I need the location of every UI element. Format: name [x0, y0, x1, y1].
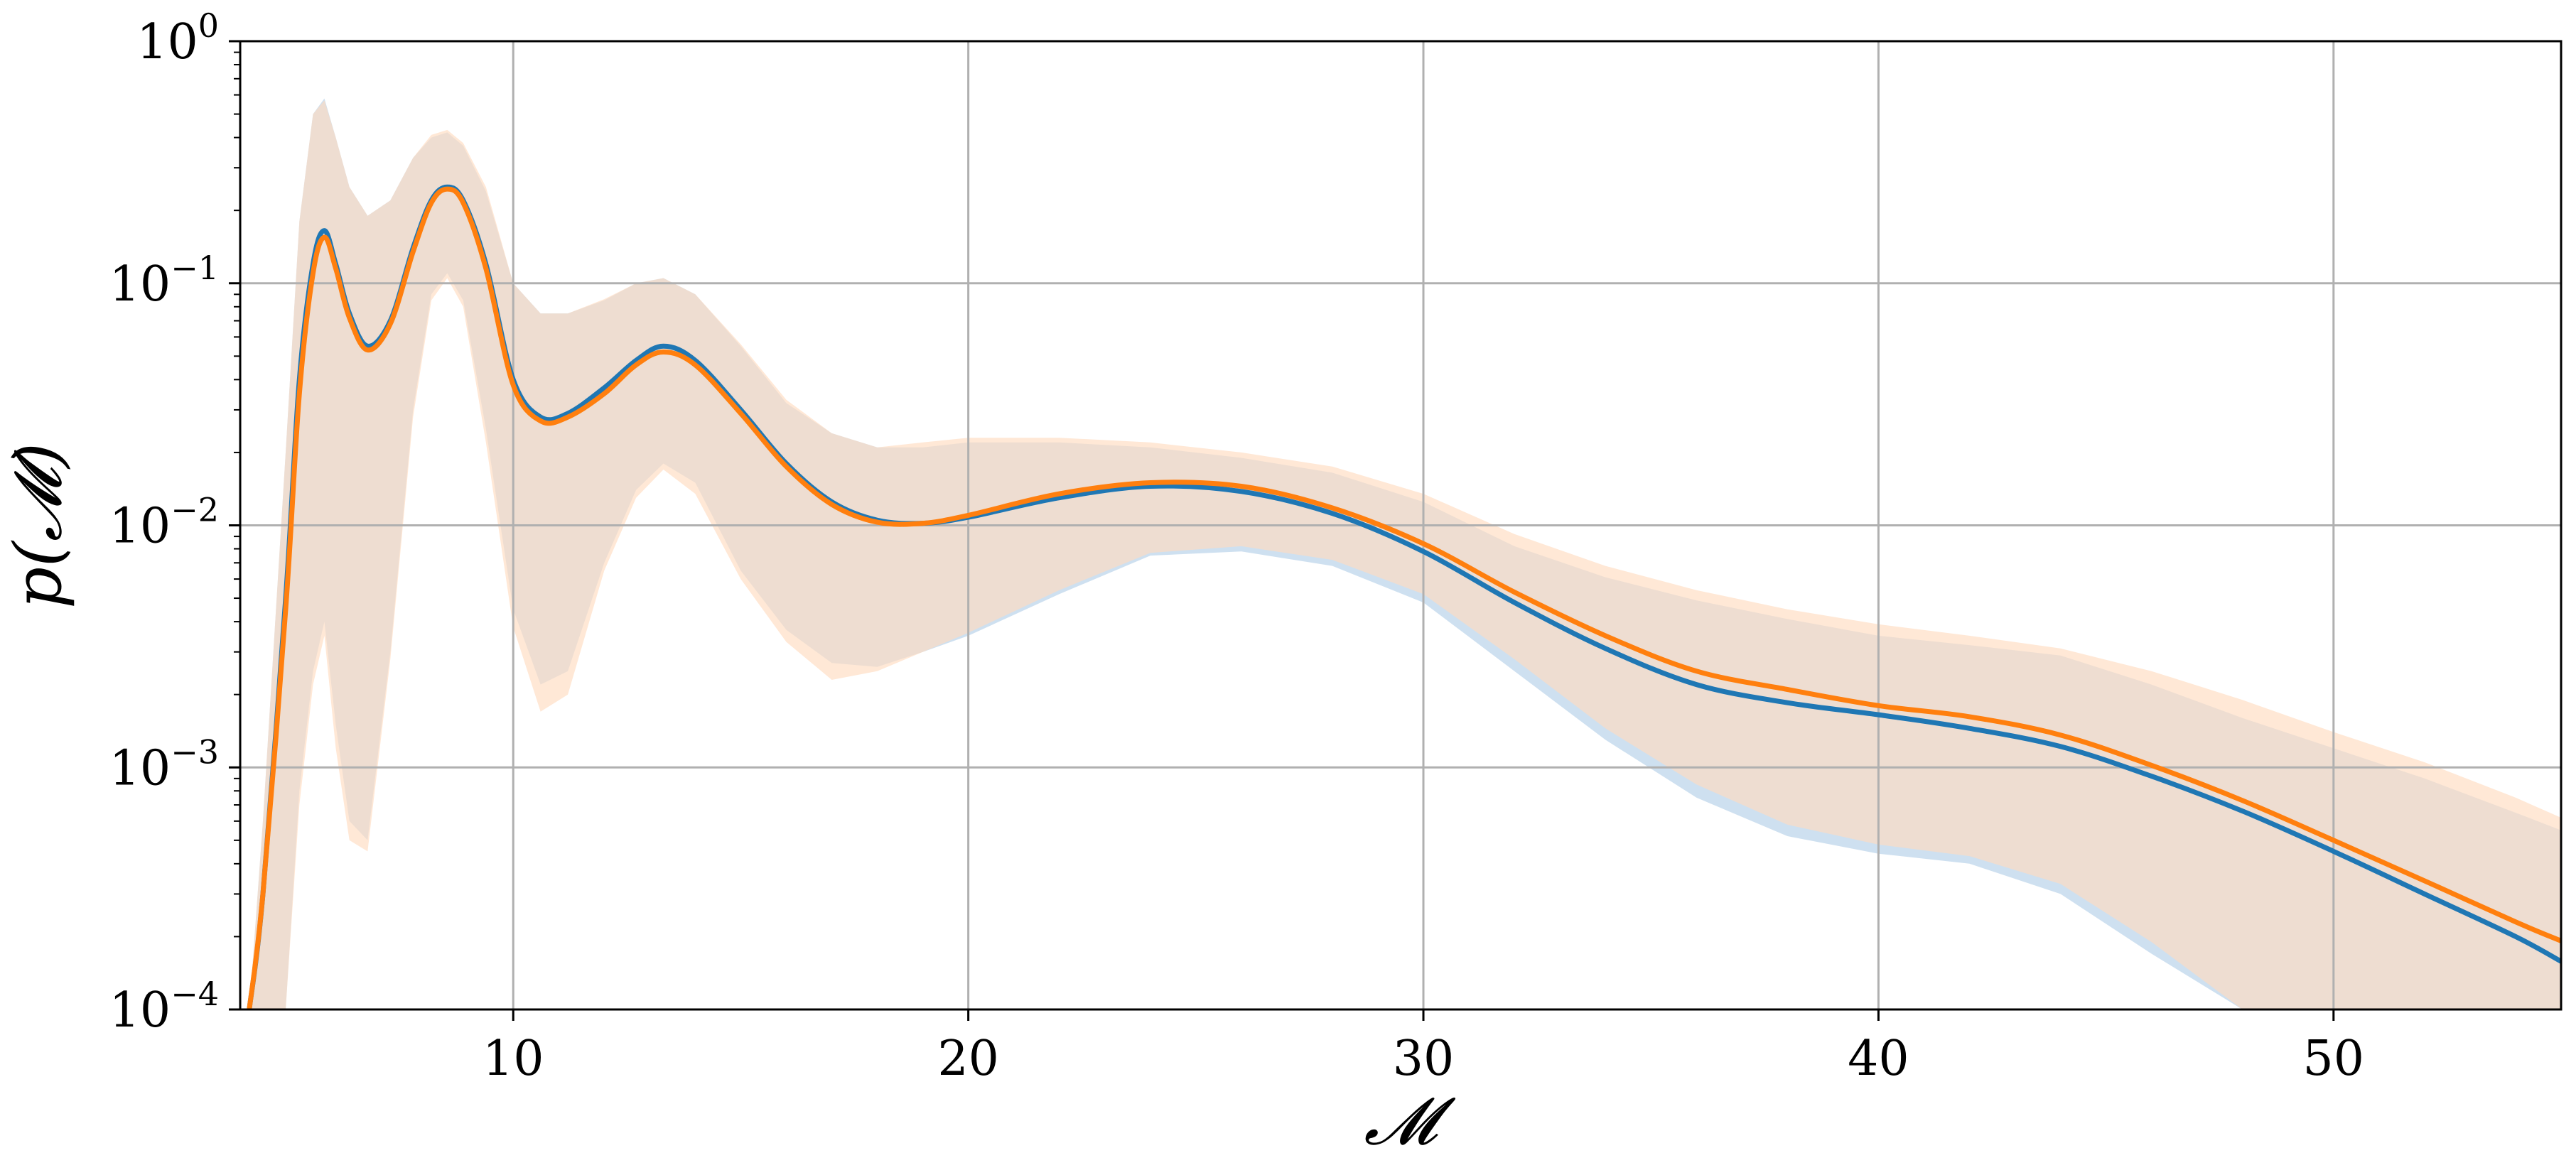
x-tick-label: 40 [1848, 1031, 1909, 1087]
y-tick-label: 10−4 [109, 975, 219, 1039]
x-tick-label: 50 [2303, 1031, 2365, 1087]
x-axis-ticks: 10 20 30 40 50 [483, 1009, 2364, 1087]
y-tick-label: 10−2 [109, 491, 219, 555]
x-tick-label: 20 [937, 1031, 999, 1087]
credible-bands [249, 98, 2561, 1009]
x-tick-label: 10 [483, 1031, 544, 1087]
y-axis-label: p(𝓜) [0, 443, 76, 609]
series-lines [247, 184, 2561, 1009]
series-2-line [247, 186, 2561, 1009]
y-tick-label: 10−3 [109, 732, 219, 796]
y-tick-label: 10−1 [109, 249, 219, 313]
x-axis-label: 𝓜 [1364, 1083, 1455, 1159]
y-tick-label: 100 [136, 6, 219, 70]
x-tick-label: 30 [1393, 1031, 1455, 1087]
series-2-band [249, 100, 2561, 1009]
y-axis-ticks: 100 10−1 10−2 10−3 10−4 [109, 6, 240, 1039]
